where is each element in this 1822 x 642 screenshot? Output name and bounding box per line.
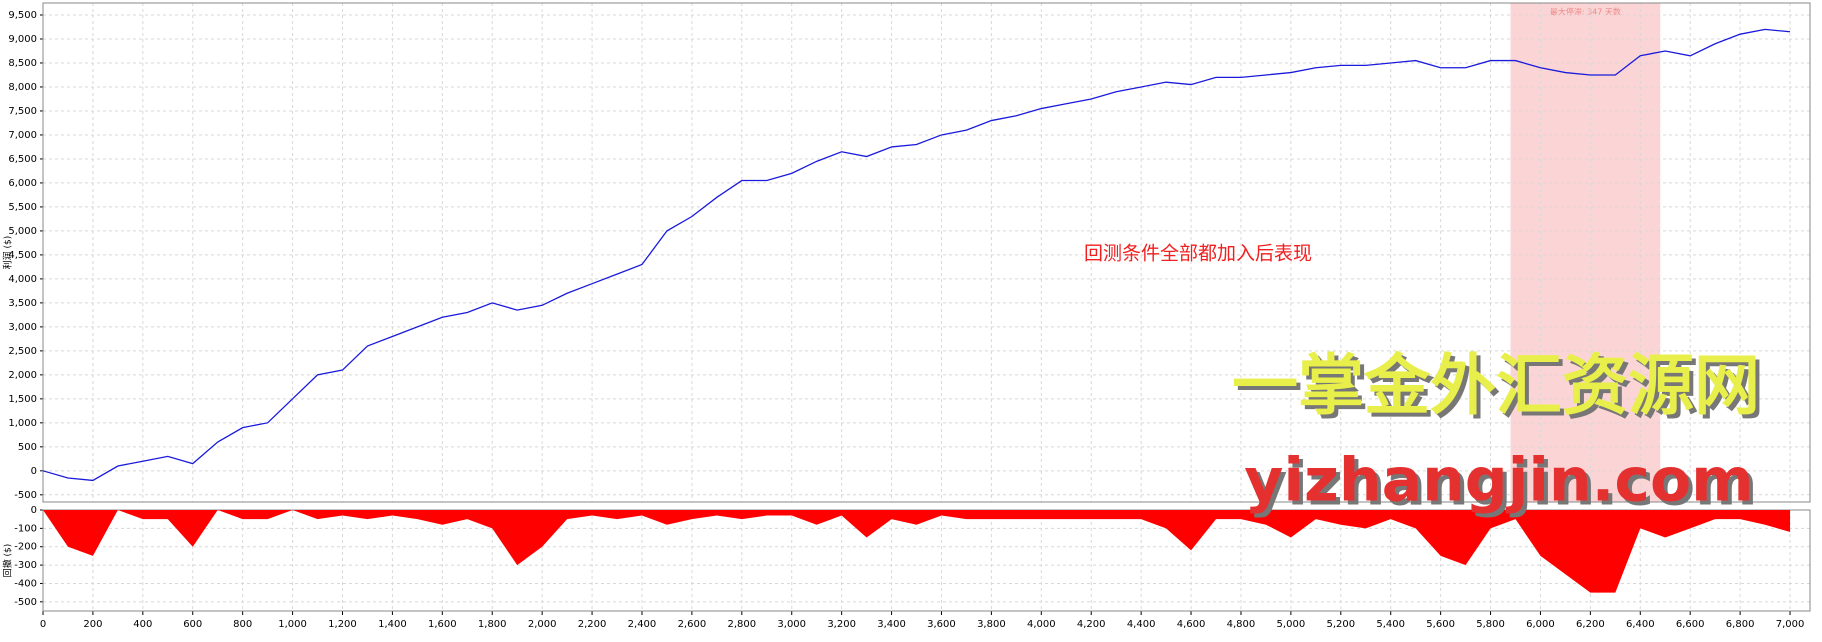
y-tick-label: 1,000 [8,418,37,429]
x-tick-label: 3,000 [777,619,806,630]
x-tick-label: 4,400 [1127,619,1156,630]
watermark-shadow: yizhangjin.com [1248,450,1757,520]
y-tick-label: -500 [14,597,37,608]
x-tick-label: 6,400 [1626,619,1655,630]
stagnation-band [1510,3,1661,502]
x-tick-label: 800 [233,619,252,630]
x-tick-label: 4,800 [1227,619,1256,630]
x-tick-label: 5,600 [1426,619,1455,630]
y-tick-label: 6,000 [8,178,37,189]
y-tick-label: 4,000 [8,274,37,285]
x-tick-label: 1,400 [378,619,407,630]
x-tick-label: 3,600 [927,619,956,630]
y-tick-label: -400 [14,578,37,589]
x-tick-label: 0 [40,619,46,630]
y-tick-label: 8,500 [8,58,37,69]
watermark-site: yizhangjin.com [1244,446,1753,516]
x-tick-label: 6,600 [1676,619,1705,630]
x-tick-label: 4,200 [1077,619,1106,630]
x-tick-label: 200 [83,619,102,630]
y-tick-label: 8,000 [8,82,37,93]
y-tick-label: 5,000 [8,226,37,237]
x-tick-label: 3,400 [877,619,906,630]
x-tick-label: 5,200 [1326,619,1355,630]
x-tick-label: 6,000 [1526,619,1555,630]
x-tick-label: 4,600 [1177,619,1206,630]
x-tick-label: 2,800 [727,619,756,630]
equity-line [42,28,1791,482]
annotation: 回测条件全部都加入后表现 [1084,243,1312,265]
plot-frame [42,2,1811,503]
x-tick-label: 4,000 [1027,619,1056,630]
x-tick-label: 1,600 [428,619,457,630]
y-tick-label: 4,500 [8,250,37,261]
y-tick-label: -500 [14,490,37,501]
x-tick-label: 2,600 [678,619,707,630]
y-tick-label: 3,000 [8,322,37,333]
x-tick-label: 7,000 [1776,619,1805,630]
y-tick-label: 6,500 [8,154,37,165]
y-axis-label: 回撤 ($) [2,544,14,578]
stagnation-label: 最大停滞: 347 天数 [1550,7,1621,17]
y-tick-label: 2,000 [8,370,37,381]
x-tick-label: 6,200 [1576,619,1605,630]
x-tick-label: 5,800 [1476,619,1505,630]
y-axis-label: 利润 ($) [2,236,14,270]
drawdown-area [43,510,1791,593]
x-tick-label: 3,800 [977,619,1006,630]
y-tick-label: -100 [14,523,37,534]
y-tick-label: 9,500 [8,10,37,21]
y-tick-label: 2,500 [8,346,37,357]
watermark-title: 一掌金外汇资源网 [1232,347,1760,424]
x-tick-label: 1,000 [278,619,307,630]
x-tick-label: 600 [183,619,202,630]
y-tick-label: 5,500 [8,202,37,213]
x-tick-label: 6,800 [1726,619,1755,630]
x-tick-label: 5,000 [1277,619,1306,630]
y-tick-label: 3,500 [8,298,37,309]
y-tick-label: -300 [14,560,37,571]
y-tick-label: 0 [31,505,37,516]
y-tick-label: 1,500 [8,394,37,405]
watermark-shadow: 一掌金外汇资源网 [1236,351,1764,428]
y-tick-label: 7,500 [8,106,37,117]
x-tick-label: 1,200 [328,619,357,630]
x-tick-label: 5,400 [1376,619,1405,630]
y-tick-label: 0 [31,466,37,477]
x-tick-label: 2,000 [528,619,557,630]
x-tick-label: 400 [133,619,152,630]
y-tick-label: -200 [14,542,37,553]
y-tick-label: 7,000 [8,130,37,141]
x-tick-label: 2,400 [628,619,657,630]
y-tick-label: 500 [18,442,37,453]
x-tick-label: 3,200 [827,619,856,630]
x-tick-label: 2,200 [578,619,607,630]
x-tick-label: 1,800 [478,619,507,630]
y-tick-label: 9,000 [8,34,37,45]
